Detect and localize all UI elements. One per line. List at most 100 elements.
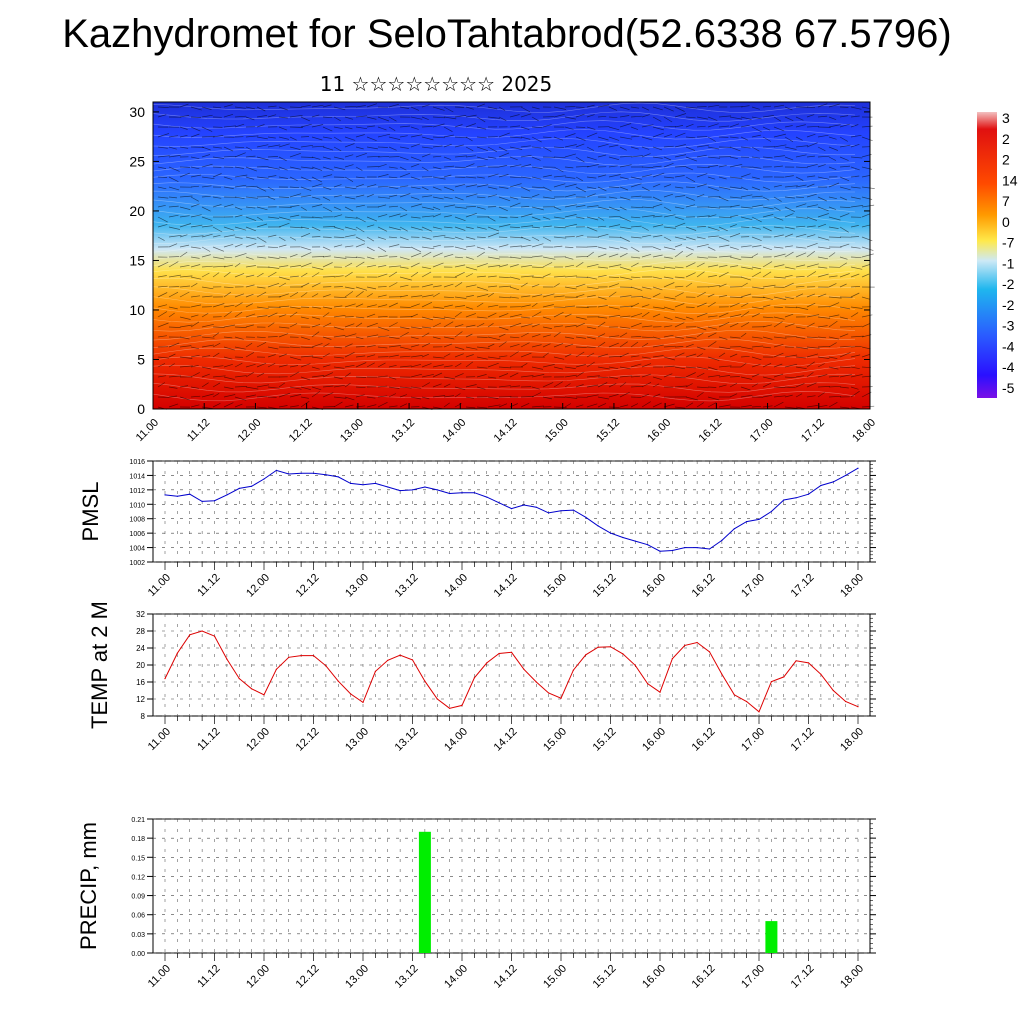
wind-barb — [641, 186, 650, 192]
wind-barb — [828, 375, 840, 378]
wind-barb — [564, 313, 572, 318]
wind-barb — [817, 164, 826, 168]
wind-barb — [828, 226, 839, 229]
wind-barb — [828, 342, 837, 348]
wind-barb — [454, 256, 464, 259]
data-point — [770, 681, 773, 683]
wind-barb — [333, 236, 345, 238]
wind-barb — [817, 345, 830, 348]
wind-barb — [311, 356, 323, 359]
wind-barb — [366, 354, 376, 358]
wind-barb — [597, 382, 608, 388]
wind-barb — [300, 104, 311, 108]
wind-barb — [839, 406, 850, 409]
wind-barb — [157, 216, 168, 223]
wind-barb — [201, 393, 214, 398]
wind-barb — [608, 291, 617, 298]
wind-barb — [586, 176, 597, 179]
wind-barb — [355, 291, 364, 298]
wind-barb — [630, 302, 640, 308]
wind-barb — [234, 293, 245, 298]
y-tick-label: 1012 — [129, 488, 145, 495]
wind-barb — [399, 403, 408, 408]
wind-barb — [828, 196, 837, 200]
wind-barb — [575, 336, 586, 339]
wind-barb — [410, 386, 422, 389]
wind-barb — [355, 394, 365, 398]
wind-barb — [575, 255, 588, 258]
data-point — [201, 500, 203, 502]
data-point — [275, 469, 277, 471]
contour-line — [152, 181, 856, 192]
wind-barb — [278, 293, 289, 298]
wind-barb — [355, 183, 364, 188]
wind-barb — [608, 342, 619, 348]
wind-barb — [234, 206, 243, 211]
wind-barb — [311, 124, 324, 128]
wind-barb — [509, 236, 523, 239]
wind-barb — [388, 236, 398, 239]
wind-barb — [201, 355, 211, 358]
wind-barb — [751, 356, 762, 361]
wind-barb — [509, 226, 520, 228]
wind-barb — [586, 164, 599, 168]
wind-barb — [399, 346, 412, 351]
wind-barb — [817, 134, 829, 138]
wind-barb — [696, 386, 709, 389]
wind-barb — [553, 183, 566, 188]
wind-barb — [289, 193, 302, 198]
wind-barb — [784, 251, 794, 258]
contour-line — [152, 312, 856, 323]
wind-barb — [344, 136, 356, 141]
wind-barb — [355, 152, 367, 158]
wind-barb — [575, 384, 584, 388]
wind-barb — [795, 145, 809, 148]
y-tick-label: 8 — [141, 712, 146, 721]
wind-barb — [542, 364, 555, 368]
wind-barb — [751, 363, 761, 368]
wind-barb — [267, 346, 279, 350]
wind-barb — [828, 103, 840, 108]
wind-barb — [773, 155, 785, 158]
data-point — [275, 668, 277, 670]
wind-barb — [157, 356, 170, 359]
wind-barb — [366, 155, 380, 158]
wind-barb — [652, 276, 663, 280]
wind-barb — [278, 353, 287, 358]
wind-barb — [168, 291, 179, 298]
wind-barb — [685, 262, 696, 268]
wind-barb — [553, 283, 560, 288]
data-point — [164, 494, 166, 496]
wind-barb — [509, 256, 522, 259]
y-tick-label: 24 — [136, 644, 145, 653]
wind-barb — [729, 233, 741, 238]
wind-barb — [784, 296, 794, 300]
wind-barb — [454, 106, 465, 108]
wind-barb — [575, 372, 584, 378]
wind-barb — [861, 354, 870, 358]
data-point — [213, 500, 216, 502]
wind-barb — [850, 256, 862, 259]
wind-barb — [586, 375, 600, 378]
wind-barb — [608, 186, 620, 188]
wind-barb — [773, 216, 784, 221]
wind-barb — [685, 136, 696, 139]
data-point — [659, 550, 661, 552]
wind-barb — [267, 336, 278, 338]
wind-barb — [663, 214, 676, 218]
wind-barb — [366, 246, 375, 252]
wind-barb — [454, 346, 465, 350]
wind-barb — [685, 226, 697, 231]
wind-barb — [729, 204, 740, 208]
wind-barb — [487, 312, 497, 318]
wind-barb — [729, 196, 743, 199]
wind-barb — [256, 315, 268, 318]
wind-barb — [751, 216, 762, 223]
wind-barb — [652, 165, 662, 168]
data-point — [436, 489, 438, 491]
wind-barb — [542, 225, 552, 228]
wind-barb — [751, 116, 762, 120]
wind-barb — [839, 176, 850, 182]
wind-barb — [201, 176, 215, 180]
wind-barb — [410, 252, 422, 258]
